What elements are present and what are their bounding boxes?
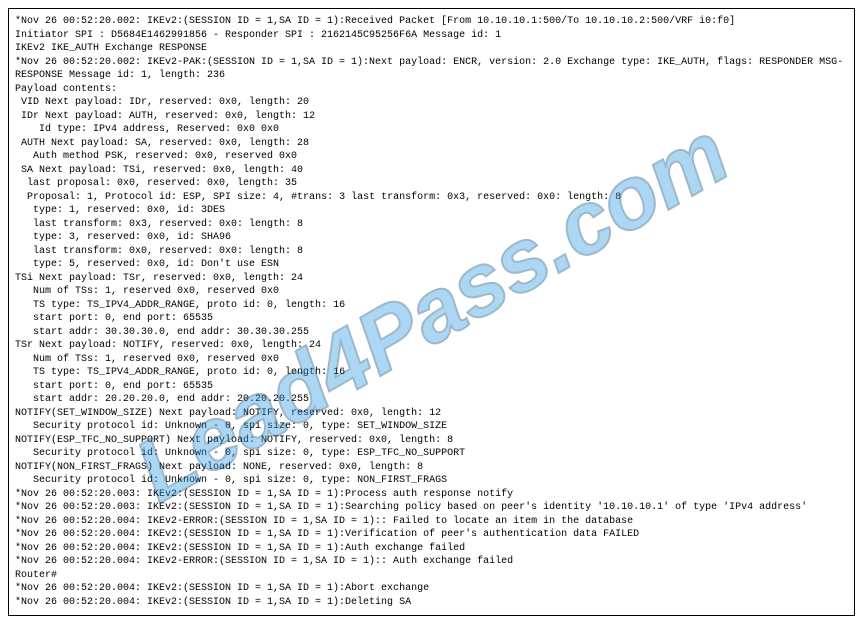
log-line: NOTIFY(SET_WINDOW_SIZE) Next payload: NO…: [15, 407, 848, 421]
log-line: Payload contents:: [15, 83, 848, 97]
log-line: Id type: IPv4 address, Reserved: 0x0 0x0: [15, 123, 848, 137]
log-line: Auth method PSK, reserved: 0x0, reserved…: [15, 150, 848, 164]
log-line: Security protocol id: Unknown - 0, spi s…: [15, 420, 848, 434]
log-line: IKEv2 IKE_AUTH Exchange RESPONSE: [15, 42, 848, 56]
log-line: *Nov 26 00:52:20.002: IKEv2:(SESSION ID …: [15, 15, 848, 29]
log-line: TSi Next payload: TSr, reserved: 0x0, le…: [15, 272, 848, 286]
log-line: last proposal: 0x0, reserved: 0x0, lengt…: [15, 177, 848, 191]
log-line: *Nov 26 00:52:20.002: IKEv2-PAK:(SESSION…: [15, 56, 848, 83]
log-line: Initiator SPI : D5684E1462991856 - Respo…: [15, 29, 848, 43]
log-line: *Nov 26 00:52:20.004: IKEv2:(SESSION ID …: [15, 582, 848, 596]
log-line: TS type: TS_IPV4_ADDR_RANGE, proto id: 0…: [15, 366, 848, 380]
log-line: *Nov 26 00:52:20.004: IKEv2-ERROR:(SESSI…: [15, 555, 848, 569]
log-line: *Nov 26 00:52:20.004: IKEv2:(SESSION ID …: [15, 596, 848, 610]
log-line: type: 1, reserved: 0x0, id: 3DES: [15, 204, 848, 218]
log-line: SA Next payload: TSi, reserved: 0x0, len…: [15, 164, 848, 178]
log-line: start addr: 30.30.30.0, end addr: 30.30.…: [15, 326, 848, 340]
log-line: *Nov 26 00:52:20.003: IKEv2:(SESSION ID …: [15, 501, 848, 515]
log-line: NOTIFY(NON_FIRST_FRAGS) Next payload: NO…: [15, 461, 848, 475]
log-line: last transform: 0x3, reserved: 0x0: leng…: [15, 218, 848, 232]
log-line: TS type: TS_IPV4_ADDR_RANGE, proto id: 0…: [15, 299, 848, 313]
log-line: Num of TSs: 1, reserved 0x0, reserved 0x…: [15, 353, 848, 367]
log-line: TSr Next payload: NOTIFY, reserved: 0x0,…: [15, 339, 848, 353]
log-line: *Nov 26 00:52:20.004: IKEv2:(SESSION ID …: [15, 542, 848, 556]
log-line: start addr: 20.20.20.0, end addr: 20.20.…: [15, 393, 848, 407]
log-line: Num of TSs: 1, reserved 0x0, reserved 0x…: [15, 285, 848, 299]
log-line: *Nov 26 00:52:20.004: IKEv2:(SESSION ID …: [15, 528, 848, 542]
log-line: Proposal: 1, Protocol id: ESP, SPI size:…: [15, 191, 848, 205]
log-line: Security protocol id: Unknown - 0, spi s…: [15, 474, 848, 488]
log-line: type: 5, reserved: 0x0, id: Don't use ES…: [15, 258, 848, 272]
log-line: IDr Next payload: AUTH, reserved: 0x0, l…: [15, 110, 848, 124]
terminal-output: *Nov 26 00:52:20.002: IKEv2:(SESSION ID …: [8, 8, 855, 616]
log-line: NOTIFY(ESP_TFC_NO_SUPPORT) Next payload:…: [15, 434, 848, 448]
log-line: AUTH Next payload: SA, reserved: 0x0, le…: [15, 137, 848, 151]
log-line: Security protocol id: Unknown - 0, spi s…: [15, 447, 848, 461]
log-line: *Nov 26 00:52:20.003: IKEv2:(SESSION ID …: [15, 488, 848, 502]
log-line: start port: 0, end port: 65535: [15, 312, 848, 326]
log-line: last transform: 0x0, reserved: 0x0: leng…: [15, 245, 848, 259]
log-line: type: 3, reserved: 0x0, id: SHA96: [15, 231, 848, 245]
log-line: Router#: [15, 569, 848, 583]
log-line: start port: 0, end port: 65535: [15, 380, 848, 394]
log-line: *Nov 26 00:52:20.004: IKEv2-ERROR:(SESSI…: [15, 515, 848, 529]
log-line: VID Next payload: IDr, reserved: 0x0, le…: [15, 96, 848, 110]
